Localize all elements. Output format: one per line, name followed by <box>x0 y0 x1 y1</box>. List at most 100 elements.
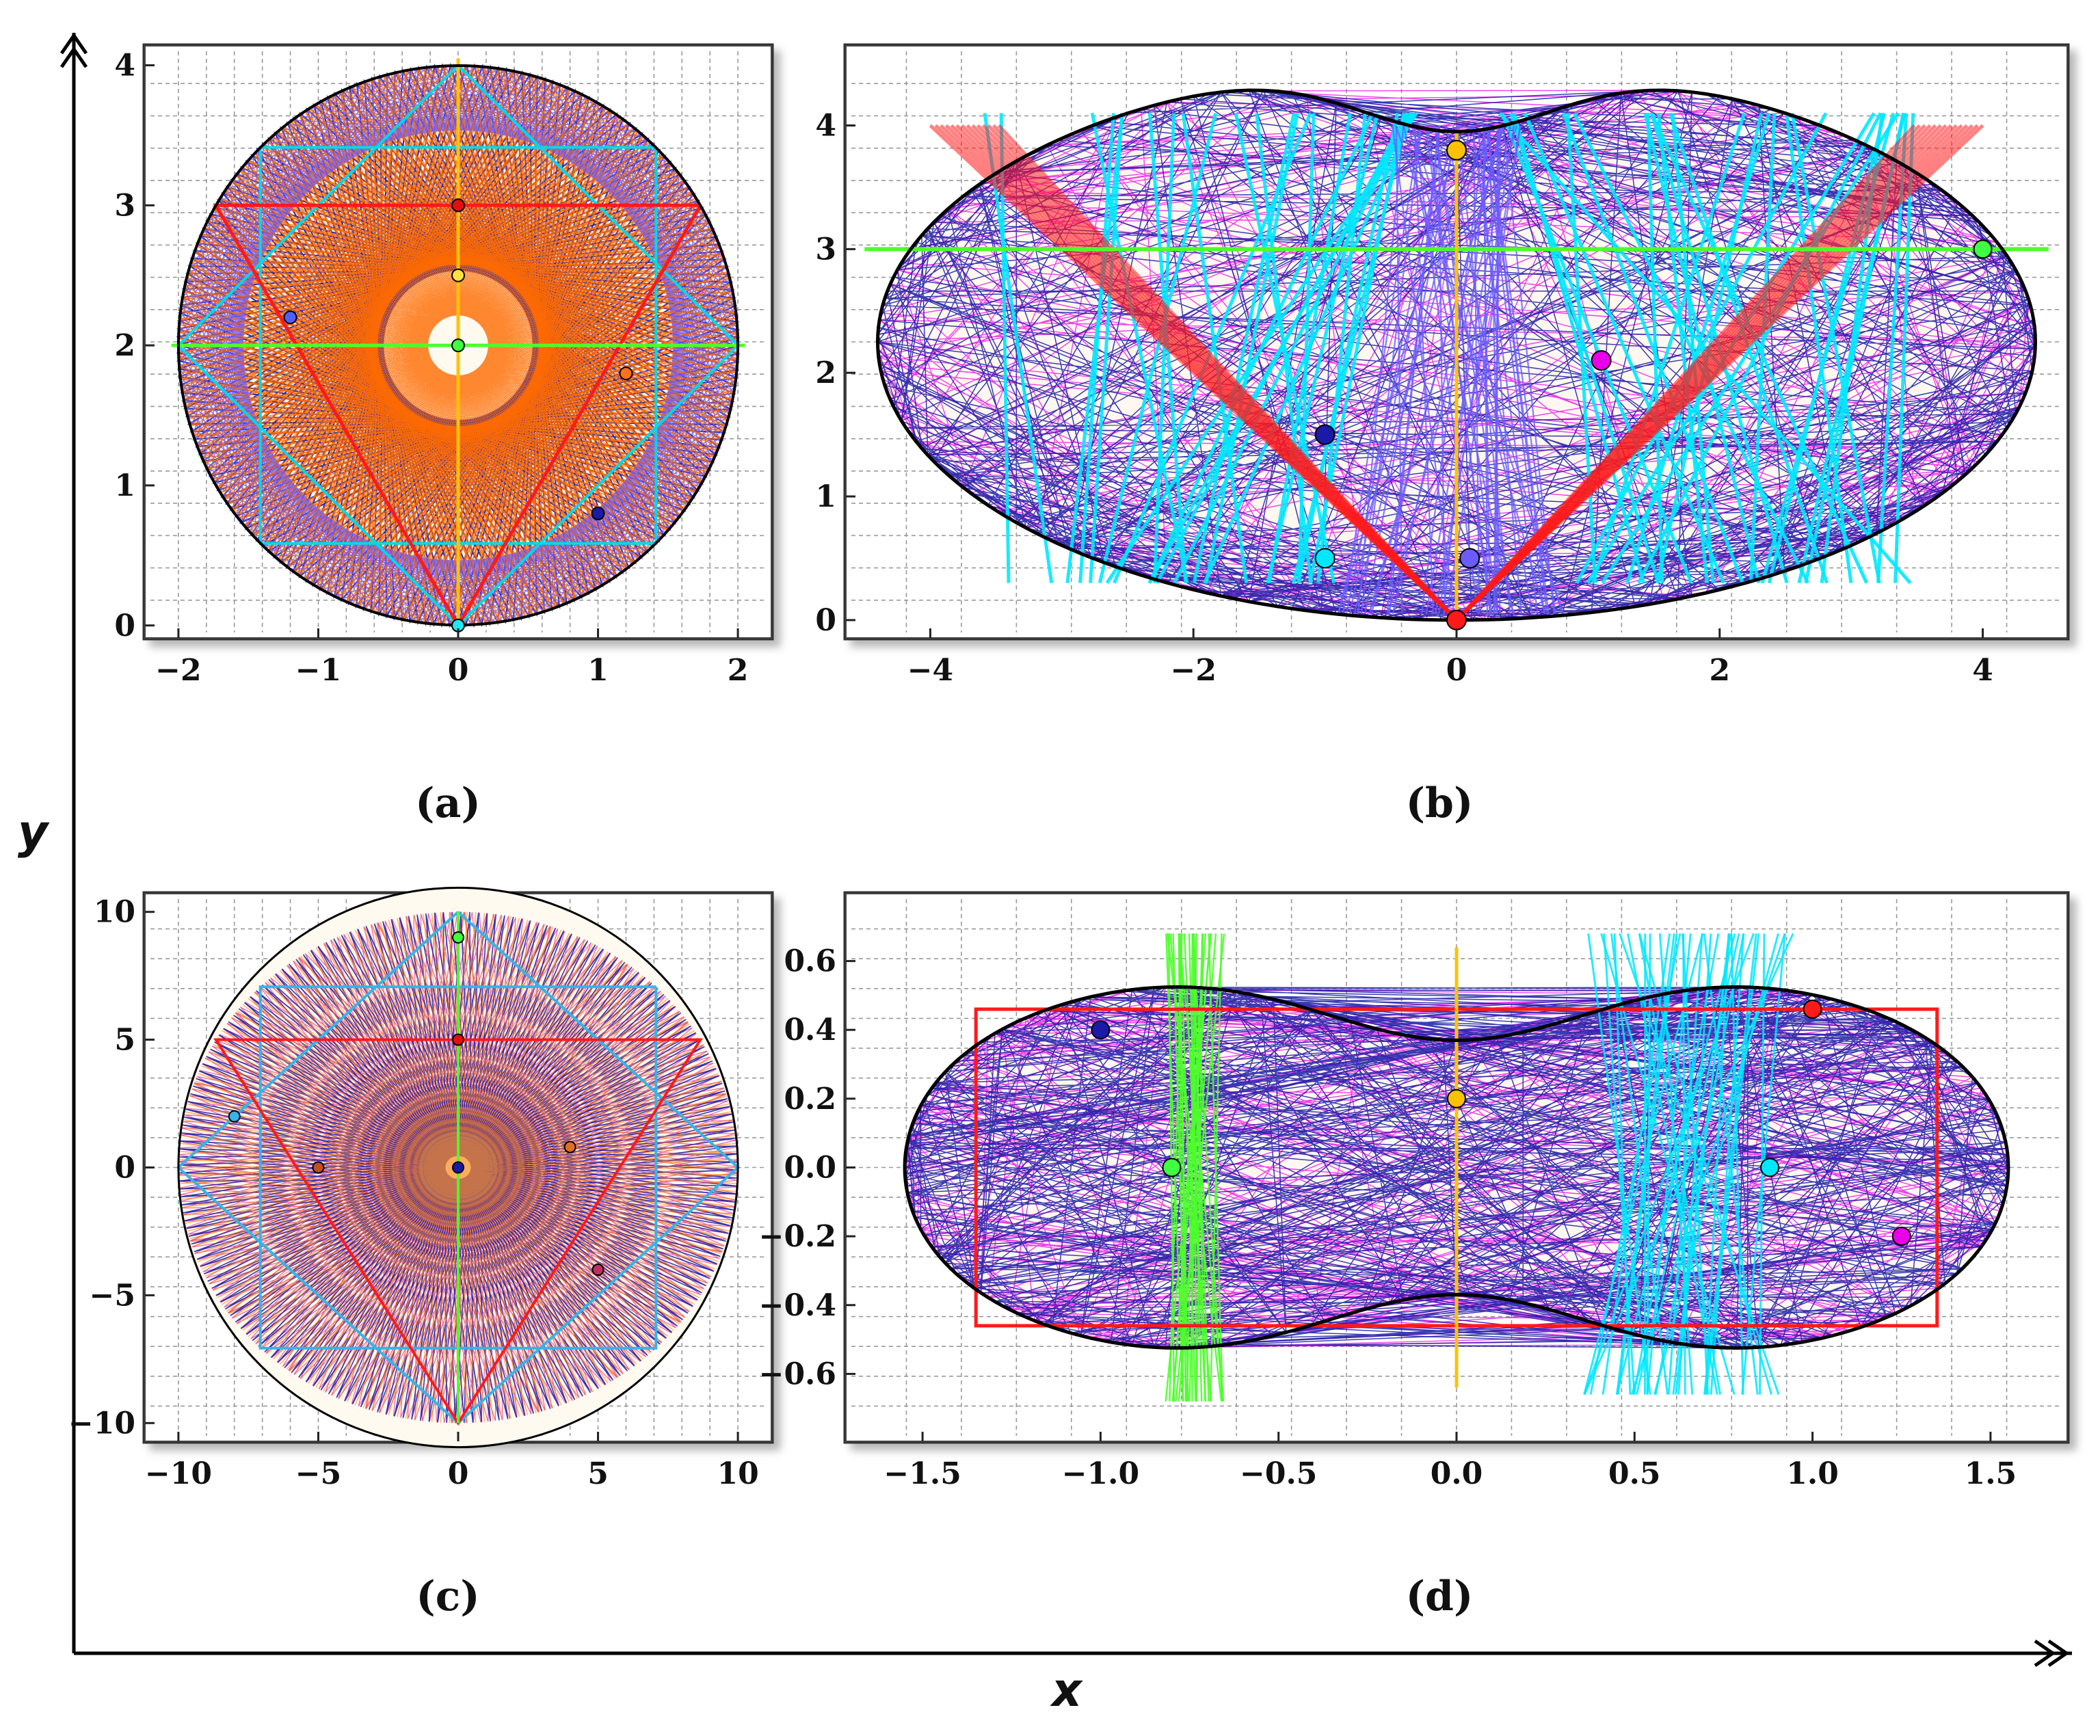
orbit-trajectory <box>1572 112 1809 584</box>
orbit-trajectory <box>1152 113 1176 583</box>
orbit-trajectory <box>1188 933 1204 1402</box>
orbit-trajectory <box>1204 112 1299 584</box>
x-tick-label: 0 <box>448 653 469 688</box>
x-tick-label: 4 <box>1972 653 1993 688</box>
y-tick-label: 0.6 <box>784 944 836 979</box>
initial-point-marker <box>451 198 465 213</box>
y-tick-label: 4 <box>815 109 836 144</box>
orbit-trajectory <box>1186 933 1198 1402</box>
orbit-trajectory <box>1209 933 1223 1402</box>
y-tick-label: −5 <box>90 1278 135 1313</box>
panel-d: −1.5 −1.0 −0.5 0.0 0.5 1.0 1.5 −0.6 −0.4 −0.2 0.0 0… <box>759 891 2070 1620</box>
initial-point-marker <box>1446 609 1467 630</box>
orbit-trajectory <box>1601 112 1900 584</box>
panel-c: −10 −5 0 5 10 −10 −5 0 5 10 (c) <box>68 886 774 1620</box>
y-tick-label: 0 <box>114 1151 135 1186</box>
panel-d-caption: (d) <box>1406 1573 1474 1620</box>
x-tick-label: 2 <box>728 653 749 688</box>
orbit-trajectory <box>1392 125 1455 615</box>
billiard-boundary <box>875 88 2038 622</box>
orbit-trajectory <box>1065 113 1125 583</box>
orbit-trajectory <box>1790 112 1881 584</box>
panel-a-ticks: −2 −1 0 1 2 0 1 2 3 4 <box>114 48 748 688</box>
y-tick-label: 0.4 <box>784 1013 836 1047</box>
x-tick-label: 1 <box>587 653 609 688</box>
global-axes: y x <box>18 32 2072 1718</box>
orbit-trajectory <box>1337 125 1461 615</box>
orbit-trajectory <box>1508 112 1660 584</box>
x-tick-label: −2 <box>1170 653 1216 688</box>
orbit-trajectory <box>1296 112 1400 584</box>
initial-point-marker <box>451 338 465 353</box>
initial-point-marker <box>1973 239 1993 259</box>
orbit-trajectory <box>1392 125 1502 615</box>
y-tick-label: 2 <box>114 328 135 363</box>
initial-point-marker <box>452 1161 464 1174</box>
orbit-trajectory <box>1178 933 1225 1402</box>
initial-point-marker <box>452 931 464 944</box>
orbit-trajectory <box>1342 125 1422 615</box>
initial-point-marker <box>1314 424 1335 445</box>
initial-point-marker <box>1591 350 1612 371</box>
billiard-boundary <box>177 886 739 1449</box>
orbit-trajectory <box>1297 113 1316 583</box>
initial-point-marker <box>1760 1158 1780 1177</box>
orbit-trajectory <box>258 985 658 1350</box>
orbit-trajectory <box>1749 113 1777 583</box>
panel-a-orbits <box>171 58 745 632</box>
panel-d-ticks: −1.5 −1.0 −0.5 0.0 0.5 1.0 1.5 −0.6 −0.4 −0.2 0.0 0… <box>759 944 2017 1491</box>
orbit-trajectory <box>1193 933 1197 1402</box>
initial-point-marker <box>619 366 633 381</box>
orbit-trajectory <box>1434 125 1498 615</box>
orbit-trajectory <box>1181 113 1249 583</box>
orbit-trajectory <box>178 911 739 1424</box>
y-axis-arrow-icon <box>59 32 88 68</box>
orbit-trajectory <box>1308 112 1406 584</box>
orbit-trajectory <box>1089 113 1124 583</box>
y-tick-label: 0 <box>114 609 135 643</box>
y-tick-label: −0.6 <box>759 1357 836 1391</box>
y-tick-label: 3 <box>815 232 836 267</box>
y-tick-label: −0.4 <box>759 1288 836 1323</box>
orbit-trajectory <box>1498 111 1912 585</box>
orbit-trajectory <box>1671 113 1715 583</box>
panel-b-caption: (b) <box>1406 779 1474 827</box>
orbit-trajectory <box>1561 112 1744 584</box>
orbit-trajectory <box>1266 112 1379 584</box>
panel-c-ticks: −10 −5 0 5 10 −10 −5 0 5 10 <box>68 895 759 1491</box>
panel-a-caption: (a) <box>415 779 481 827</box>
orbit-trajectory <box>1191 933 1223 1402</box>
orbit-trajectory <box>1425 125 1511 615</box>
orbit-trajectory <box>1636 112 1883 584</box>
x-tick-label: 0 <box>448 1456 469 1491</box>
y-tick-label: 4 <box>114 48 135 83</box>
initial-point-marker <box>451 268 465 282</box>
initial-point-marker <box>1459 548 1480 569</box>
x-tick-label: 0 <box>1446 653 1467 688</box>
x-tick-label: −4 <box>907 653 953 688</box>
orbit-trajectory <box>1173 112 1413 584</box>
y-tick-label: 0.2 <box>784 1082 836 1117</box>
x-tick-label: −5 <box>295 1456 341 1491</box>
orbit-trajectory <box>1165 933 1212 1402</box>
x-tick-label: −1 <box>295 653 341 688</box>
billiard-boundary <box>903 985 2010 1350</box>
initial-point-marker <box>1162 1158 1182 1177</box>
orbit-trajectory <box>1413 125 1479 615</box>
panel-b-orbits <box>864 88 2049 630</box>
orbit-trajectory <box>1234 112 1336 584</box>
x-axis-arrow-icon <box>2034 1639 2070 1668</box>
initial-point-marker <box>228 1110 241 1123</box>
y-tick-label: 1 <box>114 468 135 503</box>
x-tick-label: 10 <box>717 1456 758 1491</box>
orbit-trajectory <box>1656 113 1710 583</box>
x-tick-label: −1.0 <box>1062 1456 1139 1491</box>
initial-point-marker <box>592 1264 604 1277</box>
x-tick-label: 1.5 <box>1965 1456 2017 1491</box>
orbit-trajectory <box>1446 125 1521 615</box>
y-tick-label: 0.0 <box>784 1151 836 1186</box>
x-tick-label: −1.5 <box>883 1456 961 1491</box>
panel-a: −2 −1 0 1 2 0 1 2 3 4 (a) <box>114 43 774 827</box>
orbit-trajectory <box>1646 113 1664 583</box>
y-tick-label: 5 <box>114 1023 135 1058</box>
